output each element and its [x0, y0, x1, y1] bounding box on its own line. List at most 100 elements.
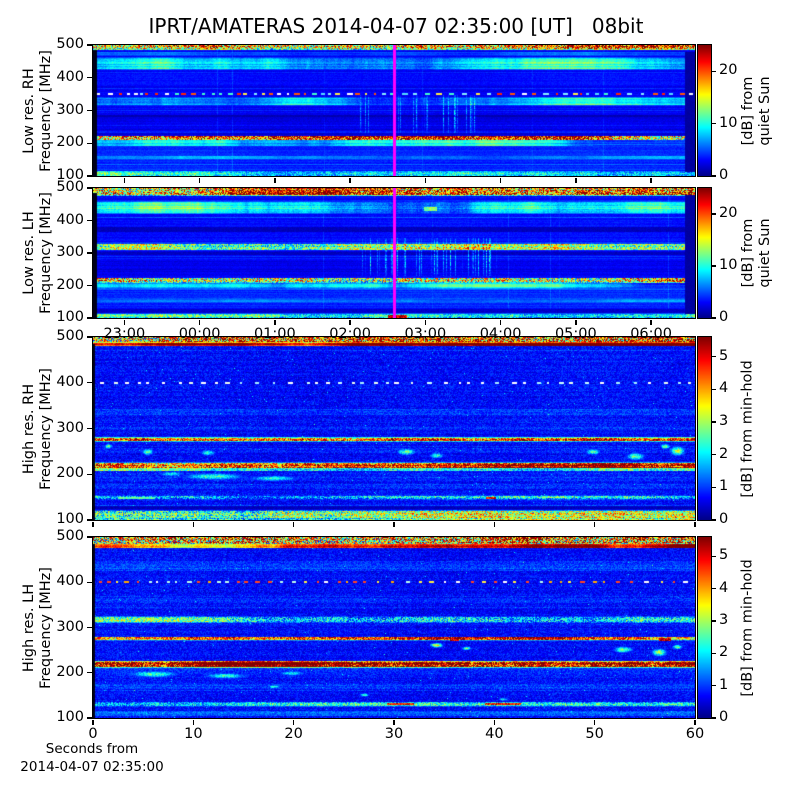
x-tick-mark [349, 320, 351, 325]
colorbar-high-res-lh [697, 536, 712, 719]
figure-title: IPRT/AMATERAS 2014-04-07 02:35:00 [UT] 0… [148, 14, 644, 38]
y-tick-label: 300 [56, 419, 84, 436]
y-tick-mark [87, 336, 92, 338]
caption-line1: Seconds from [45, 741, 139, 757]
colorbar-tick-mark [712, 555, 716, 558]
x-tick-label: 05:00 [554, 326, 597, 342]
x-tick-label: 50 [585, 726, 604, 742]
colorbar-tick-label: 0 [719, 511, 729, 527]
x-tick-mark [192, 522, 195, 527]
x-tick-mark [393, 522, 395, 527]
x-tick-label: 06:00 [630, 326, 672, 342]
colorbar-tick-label: 1 [719, 478, 729, 495]
y-tick-label: 200 [56, 465, 84, 482]
y-tick-label: 200 [56, 663, 84, 680]
y-tick-mark [87, 44, 92, 46]
x-tick-label: 04:00 [479, 326, 522, 342]
x-tick-mark [349, 178, 351, 183]
colorbar-tick-mark [712, 519, 716, 521]
y-tick-mark [87, 109, 92, 112]
y-tick-mark [87, 626, 92, 629]
x-tick-label: 60 [685, 726, 705, 742]
x-tick-label: 30 [384, 726, 404, 742]
colorbar-tick-label: 20 [719, 205, 738, 221]
colorbar-canvas-low-res-lh [698, 188, 711, 318]
y-tick-label: 400 [56, 573, 84, 590]
x-tick-mark [92, 720, 94, 725]
x-axis-caption: Seconds from 2014-04-07 02:35:00 [13, 741, 171, 776]
y-tick-label: 100 [56, 511, 84, 527]
y-tick-label: 100 [56, 167, 84, 183]
y-tick-label: 100 [56, 309, 84, 325]
colorbar-tick-label: 3 [719, 412, 729, 429]
x-tick-mark [650, 320, 652, 325]
colorbar-tick-mark [712, 588, 716, 590]
y-tick-mark [87, 187, 92, 189]
y-tick-label: 400 [56, 373, 84, 390]
y-axis-label-line1: Low res. LH [21, 211, 37, 295]
colorbar-tick-mark [712, 388, 716, 390]
colorbar-high-res-rh [697, 336, 712, 521]
x-tick-mark [575, 178, 577, 183]
colorbar-tick-label: 3 [719, 612, 729, 629]
y-tick-mark [87, 175, 92, 177]
x-tick-mark [593, 522, 596, 527]
colorbar-tick-label: 0 [719, 309, 729, 325]
x-tick-mark [274, 320, 276, 325]
y-tick-mark [87, 284, 92, 287]
x-tick-mark [499, 178, 502, 183]
colorbar-label-line1: [dB] from [740, 76, 756, 145]
colorbar-tick-label: 5 [719, 547, 729, 564]
x-tick-mark [593, 720, 596, 725]
x-tick-mark [493, 720, 496, 725]
x-tick-label: 03:00 [404, 326, 447, 342]
y-tick-label: 300 [56, 618, 84, 635]
colorbar-canvas-high-res-rh [698, 337, 711, 520]
x-tick-label: 40 [485, 726, 504, 742]
colorbar-tick-label: 1 [719, 676, 729, 693]
x-tick-label: 02:00 [329, 326, 371, 342]
y-tick-label: 100 [56, 709, 84, 725]
spectrogram-canvas-high-res-lh [93, 537, 695, 718]
colorbar-tick-label: 4 [719, 579, 729, 596]
x-tick-label: 10 [184, 726, 203, 742]
x-tick-mark [123, 320, 126, 325]
colorbar-canvas-low-res-rh [698, 45, 711, 176]
y-tick-label: 300 [56, 244, 84, 260]
x-tick-mark [292, 522, 295, 527]
colorbar-tick-mark [712, 620, 716, 622]
y-tick-mark [87, 519, 92, 521]
colorbar-tick-mark [712, 122, 716, 125]
x-tick-label: 0 [88, 726, 98, 742]
spectrogram-panel-low-res-lh [92, 187, 696, 319]
x-tick-label: 23:00 [103, 326, 146, 342]
y-tick-mark [87, 581, 92, 583]
y-tick-mark [87, 142, 92, 144]
spectrogram-canvas-low-res-rh [93, 45, 695, 176]
colorbar-tick-mark [712, 453, 716, 456]
y-axis-label-line1: High res. RH [21, 383, 37, 474]
colorbar-tick-mark [712, 265, 716, 267]
x-tick-mark [650, 178, 652, 183]
colorbar-tick-label: 5 [719, 347, 729, 364]
colorbar-tick-label: 0 [719, 167, 729, 183]
colorbar-tick-mark [712, 486, 716, 488]
x-tick-label: 01:00 [253, 326, 296, 342]
x-tick-mark [192, 720, 195, 725]
y-tick-mark [87, 473, 92, 475]
x-tick-mark [274, 178, 276, 183]
colorbar-tick-mark [712, 652, 716, 655]
x-tick-mark [198, 178, 201, 183]
colorbar-low-res-lh [697, 187, 712, 319]
x-tick-mark [694, 522, 696, 527]
y-tick-mark [87, 382, 92, 384]
colorbar-tick-label: 0 [719, 709, 729, 725]
x-tick-mark [292, 720, 295, 725]
colorbar-tick-mark [712, 317, 716, 319]
spectrogram-panel-high-res-lh [92, 536, 696, 719]
x-tick-label: 00:00 [178, 326, 221, 342]
y-tick-label: 200 [56, 276, 84, 293]
x-tick-mark [424, 320, 427, 325]
colorbar-canvas-high-res-lh [698, 537, 711, 718]
